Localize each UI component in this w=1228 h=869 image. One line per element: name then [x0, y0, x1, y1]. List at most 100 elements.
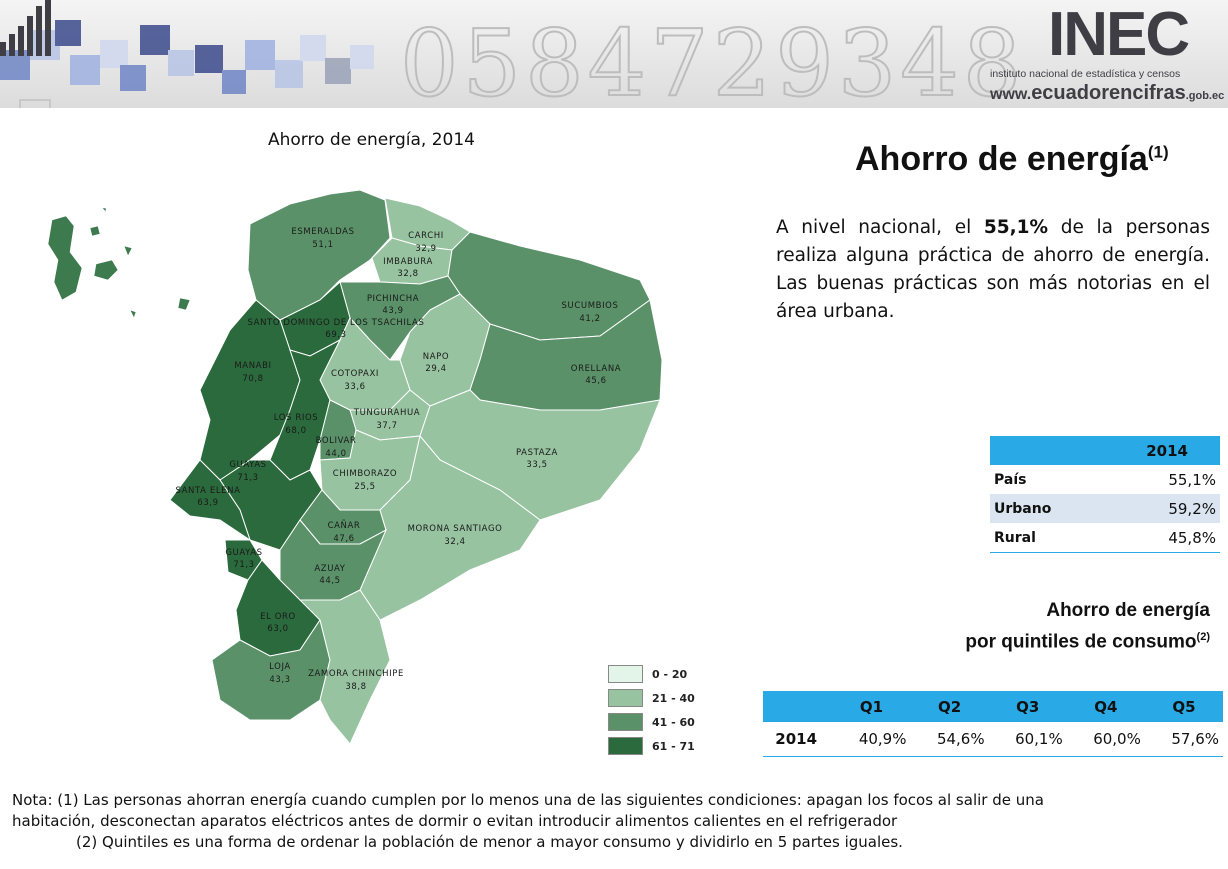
legend-swatch — [608, 689, 643, 707]
province-shapes — [169, 189, 663, 745]
footnotes: Nota: (1) Las personas ahorran energía c… — [12, 790, 1112, 853]
label-santo-domingo: SANTO DOMINGO DE LOS TSACHILAS — [248, 318, 425, 328]
label-cotopaxi: COTOPAXI — [331, 369, 379, 379]
quintile-header: Q3 — [988, 691, 1067, 722]
table-row: 2014 40,9% 54,6% 60,1% 60,0% 57,6% — [763, 722, 1223, 757]
web-suffix: .gob.ec — [1185, 90, 1225, 102]
value-guayas: 71,3 — [237, 473, 258, 483]
quintile-row-label: 2014 — [763, 722, 833, 757]
label-azuay: AZUAY — [314, 564, 345, 574]
label-manabi: MANABI — [234, 361, 271, 371]
label-pastaza: PASTAZA — [516, 448, 558, 458]
value-azuay: 44,5 — [319, 576, 340, 586]
quintile-value: 40,9% — [832, 722, 911, 757]
value-orellana: 45,6 — [585, 376, 606, 386]
inec-website: www.ecuadorencifras.gob.ec — [990, 82, 1224, 105]
value-morona: 32,4 — [444, 537, 465, 547]
value-chimborazo: 25,5 — [354, 482, 375, 492]
page-title-sup: (1) — [1147, 142, 1169, 162]
banner-pattern: 0584729348 — [0, 9, 1025, 108]
value-el-oro: 63,0 — [267, 624, 288, 634]
value-tungurahua: 37,7 — [376, 421, 397, 431]
label-imbabura: IMBABURA — [383, 257, 433, 267]
label-carchi: CARCHI — [408, 231, 444, 241]
legend-item: 61 - 71 — [608, 734, 695, 758]
province-santa-elena — [169, 459, 251, 542]
value-imbabura: 32,8 — [397, 269, 418, 279]
inec-logo-subtitle: instituto nacional de estadística y cens… — [990, 68, 1181, 80]
value-loja: 43,3 — [269, 675, 290, 685]
value-esmeraldas: 51,1 — [312, 240, 333, 250]
label-pichincha: PICHINCHA — [367, 294, 419, 304]
label-guayas: GUAYAS — [229, 460, 266, 470]
label-morona: MORONA SANTIAGO — [408, 524, 503, 534]
label-bolivar: BOLIVAR — [316, 436, 357, 446]
label-sucumbios: SUCUMBIOS — [562, 301, 619, 311]
label-zamora: ZAMORA CHINCHIPE — [308, 669, 404, 679]
summary-paragraph: A nivel nacional, el 55,1% de la persona… — [776, 214, 1210, 326]
value-sucumbios: 41,2 — [579, 314, 600, 324]
value-canar: 47,6 — [333, 534, 354, 544]
galapagos-islands — [47, 207, 191, 319]
area-label: Rural — [990, 523, 1115, 553]
value-santo-domingo: 69,3 — [325, 330, 346, 340]
value-pastaza: 33,5 — [526, 460, 547, 470]
inec-logo-text: INEC — [1048, 0, 1190, 69]
quintile-header-empty — [763, 691, 833, 722]
quintile-value: 60,1% — [988, 722, 1067, 757]
quintile-value: 60,0% — [1066, 722, 1145, 757]
legend-label: 0 - 20 — [652, 667, 688, 681]
quintile-title-line1: Ahorro de energía — [1046, 600, 1210, 621]
value-manabi: 70,8 — [242, 374, 263, 384]
quintile-title-line2-text: por quintiles de consumo — [965, 631, 1197, 653]
area-value: 55,1% — [1114, 465, 1220, 494]
legend-label: 61 - 71 — [652, 739, 695, 753]
area-table-header-row: 2014 — [990, 436, 1220, 465]
label-el-oro: EL ORO — [260, 612, 296, 622]
quintile-value: 57,6% — [1144, 722, 1223, 757]
label-tungurahua: TUNGURAHUA — [353, 408, 420, 418]
table-row: País 55,1% — [990, 465, 1220, 494]
value-napo: 29,4 — [425, 364, 446, 374]
legend-item: 41 - 60 — [608, 710, 695, 734]
label-loja: LOJA — [269, 662, 291, 672]
page-title-text: Ahorro de energía — [855, 140, 1148, 178]
header-banner: 0584729348 INEC instituto nacional de es… — [0, 0, 1228, 108]
quintile-table: Q1 Q2 Q3 Q4 Q5 2014 40,9% 54,6% 60,1% 60… — [763, 691, 1223, 757]
quintile-header: Q2 — [910, 691, 989, 722]
legend-label: 41 - 60 — [652, 715, 695, 729]
label-guayas-south: GUAYAS — [225, 548, 262, 558]
label-canar: CAÑAR — [328, 520, 361, 531]
label-los-rios: LOS RIOS — [274, 413, 319, 423]
summary-pre: A nivel nacional, el — [776, 217, 984, 238]
footnote-2: (2) Quintiles es una forma de ordenar la… — [76, 833, 903, 851]
quintile-header: Q1 — [832, 691, 911, 722]
label-santa-elena: SANTA ELENA — [175, 486, 240, 496]
web-main: ecuadorencifras — [1031, 82, 1186, 104]
footnote-1: Nota: (1) Las personas ahorran energía c… — [12, 791, 1044, 830]
legend-label: 21 - 40 — [652, 691, 695, 705]
label-orellana: ORELLANA — [571, 364, 621, 374]
banner-digits: 0584729348 — [400, 10, 1025, 108]
label-chimborazo: CHIMBORAZO — [333, 469, 397, 479]
ecuador-map: ESMERALDAS 51,1 CARCHI 32,9 IMBABURA 32,… — [47, 189, 663, 745]
label-napo: NAPO — [423, 352, 449, 362]
province-zamora — [298, 589, 391, 745]
quintile-title: Ahorro de energía por quintiles de consu… — [890, 598, 1210, 655]
quintile-value: 54,6% — [910, 722, 989, 757]
value-guayas-south: 71,3 — [233, 560, 254, 570]
legend-swatch — [608, 737, 643, 755]
legend-item: 21 - 40 — [608, 686, 695, 710]
area-table-header-year: 2014 — [1114, 436, 1220, 465]
summary-post: de la personas realiza alguna práctica d… — [776, 217, 1210, 322]
map-title: Ahorro de energía, 2014 — [268, 130, 475, 150]
area-label: Urbano — [990, 494, 1115, 523]
web-prefix: www. — [990, 86, 1032, 103]
legend-swatch — [608, 713, 643, 731]
quintile-header: Q4 — [1066, 691, 1145, 722]
quintile-header: Q5 — [1144, 691, 1223, 722]
inec-bars-icon — [0, 0, 51, 56]
map-legend: 0 - 20 21 - 40 41 - 60 61 - 71 — [608, 662, 695, 758]
value-pichincha: 43,9 — [382, 306, 403, 316]
area-table-header-empty — [990, 436, 1115, 465]
